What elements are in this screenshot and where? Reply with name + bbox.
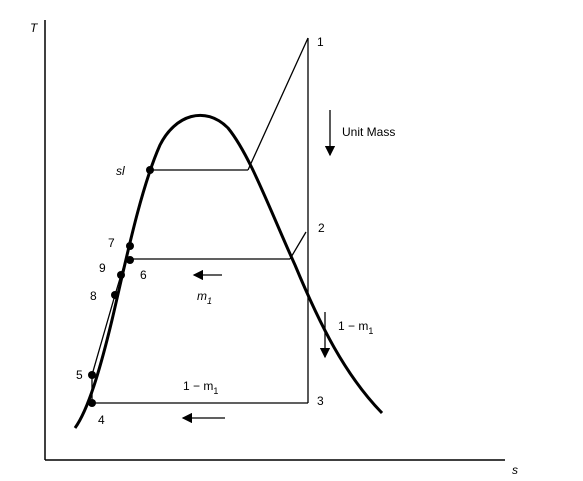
- y-label: T: [30, 21, 39, 35]
- point-label: sl: [116, 164, 125, 178]
- point-label: 8: [90, 289, 97, 303]
- point-label: 4: [98, 413, 105, 427]
- point-label: 3: [317, 394, 324, 408]
- cycle-lines: [91, 37, 309, 404]
- flow-arrows: [181, 110, 336, 424]
- point-label: 1: [317, 35, 324, 49]
- axes: [44, 20, 505, 461]
- annotation: m1: [197, 289, 212, 306]
- annotation: 1 − m1: [183, 379, 218, 396]
- point-label: 7: [108, 236, 115, 250]
- saturation-dome: [73, 113, 384, 429]
- annotation: 1 − m1: [338, 319, 373, 336]
- annotation: Unit Mass: [342, 125, 395, 139]
- point-label: 2: [318, 221, 325, 235]
- point-label: 5: [76, 368, 83, 382]
- point-label: 9: [99, 261, 106, 275]
- state-dots: [88, 166, 154, 407]
- x-label: s: [512, 463, 518, 477]
- point-label: 6: [140, 268, 147, 282]
